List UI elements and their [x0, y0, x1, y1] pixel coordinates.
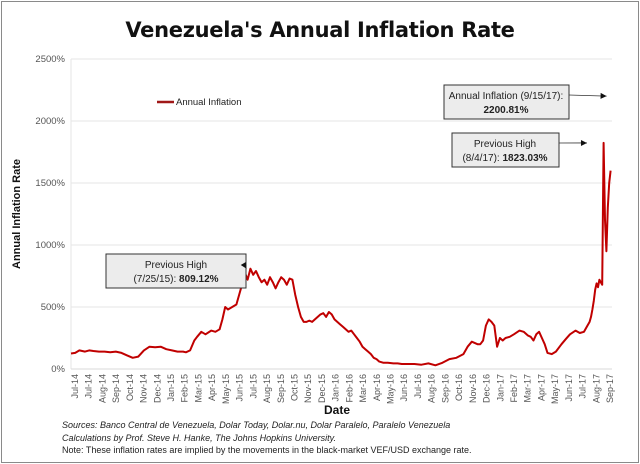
- x-tick-label: Jul-17: [578, 374, 588, 399]
- y-axis-label: Annual Inflation Rate: [11, 159, 23, 269]
- y-tick-label: 2500%: [35, 54, 65, 65]
- x-tick-label: Dec-14: [152, 374, 162, 403]
- x-tick-label: May-17: [550, 374, 560, 404]
- x-tick-label: May-16: [386, 374, 396, 404]
- x-tick-label: Nov-14: [139, 374, 149, 403]
- annotation-value: (7/25/15): 809.12%: [133, 274, 218, 285]
- annotation-label: Previous High: [145, 260, 207, 271]
- x-tick-label: Apr-17: [536, 374, 546, 401]
- y-tick-label: 2000%: [35, 116, 65, 127]
- x-tick-label: Jun-15: [235, 374, 245, 402]
- x-tick-label: Jul-15: [248, 374, 258, 399]
- legend: Annual Inflation: [157, 97, 242, 108]
- footer-sources: Sources: Banco Central de Venezuela, Dol…: [62, 420, 451, 430]
- annotation-box: [105, 253, 247, 289]
- x-tick-label: Nov-16: [468, 374, 478, 403]
- x-tick-label: Feb-17: [509, 374, 519, 403]
- footer-note: Note: These inflation rates are implied …: [62, 445, 472, 455]
- annotation-label: Annual Inflation (9/15/17):: [449, 91, 564, 102]
- y-axis-ticks: 0% 500% 1000% 1500% 2000% 2500%: [35, 54, 65, 375]
- x-axis-ticks: Jul-14 Jul-14 Aug-14 Sep-14 Oct-14 Nov-14 Dec-…: [70, 374, 615, 404]
- annotation-arrowhead: [580, 139, 587, 146]
- x-tick-label: Oct-14: [125, 374, 135, 401]
- x-tick-label: Jul-14: [84, 374, 94, 399]
- footer: Sources: Banco Central de Venezuela, Dol…: [62, 419, 472, 457]
- y-tick-label: 1500%: [35, 178, 65, 189]
- x-tick-label: Dec-16: [482, 374, 492, 403]
- legend-label-annual-inflation: Annual Inflation: [176, 97, 242, 108]
- annotations: Previous High(7/25/15): 809.12%Previous …: [105, 84, 607, 289]
- x-tick-label: Jul-14: [70, 374, 80, 399]
- annotation-label: Previous High: [474, 139, 536, 150]
- x-tick-label: Nov-15: [303, 374, 313, 403]
- x-tick-label: Apr-15: [207, 374, 217, 401]
- x-axis-label: Date: [324, 403, 350, 417]
- x-tick-label: Sep-17: [605, 374, 615, 403]
- x-tick-label: Aug-17: [591, 374, 601, 403]
- x-tick-label: Oct-16: [454, 374, 464, 401]
- annotation-arrowhead: [240, 261, 247, 269]
- x-tick-label: Aug-14: [97, 374, 107, 403]
- y-tick-label: 1000%: [35, 240, 65, 251]
- gridlines: [70, 58, 612, 369]
- x-tick-label: Mar-16: [358, 374, 368, 403]
- chart-title: Venezuela's Annual Inflation Rate: [125, 18, 515, 42]
- footer-calculations: Calculations by Prof. Steve H. Hanke, Th…: [62, 432, 336, 443]
- x-tick-label: Sep-15: [276, 374, 286, 403]
- x-tick-label: Jan-15: [166, 374, 176, 402]
- x-tick-label: Jul-16: [413, 374, 423, 399]
- x-tick-label: Mar-15: [193, 374, 203, 403]
- x-tick-label: Mar-17: [523, 374, 533, 403]
- annotation-arrowhead: [600, 92, 607, 99]
- y-tick-label: 0%: [51, 364, 65, 375]
- x-tick-label: Jun-17: [564, 374, 574, 402]
- series-line-annual-inflation: [70, 141, 612, 367]
- annotation-callout: Annual Inflation (9/15/17): 2200.81%: [443, 84, 607, 120]
- y-tick-label: 500%: [41, 302, 66, 313]
- annotation-value: (8/4/17): 1823.03%: [462, 153, 547, 164]
- x-tick-label: Apr-16: [372, 374, 382, 401]
- annotation-callout: Previous High (7/25/15): 809.12%: [105, 253, 247, 289]
- x-tick-label: Dec-15: [317, 374, 327, 403]
- x-tick-label: Jun-16: [399, 374, 409, 402]
- x-tick-label: Feb-16: [344, 374, 354, 403]
- x-tick-label: May-15: [221, 374, 231, 404]
- annotation-box: [451, 132, 560, 168]
- annotation-arrow-line: [568, 94, 607, 97]
- x-tick-label: Aug-16: [427, 374, 437, 403]
- annotation-box: [443, 84, 570, 120]
- annotation-value: 2200.81%: [483, 105, 528, 116]
- x-tick-label: Sep-16: [440, 374, 450, 403]
- x-tick-label: Jan-16: [331, 374, 341, 402]
- x-tick-label: Oct-15: [289, 374, 299, 401]
- x-tick-label: Feb-15: [180, 374, 190, 403]
- x-tick-label: Sep-14: [111, 374, 121, 403]
- x-tick-label: Jan-17: [495, 374, 505, 402]
- x-tick-label: Aug-15: [262, 374, 272, 403]
- annotation-callout: Previous High (8/4/17): 1823.03%: [451, 132, 587, 168]
